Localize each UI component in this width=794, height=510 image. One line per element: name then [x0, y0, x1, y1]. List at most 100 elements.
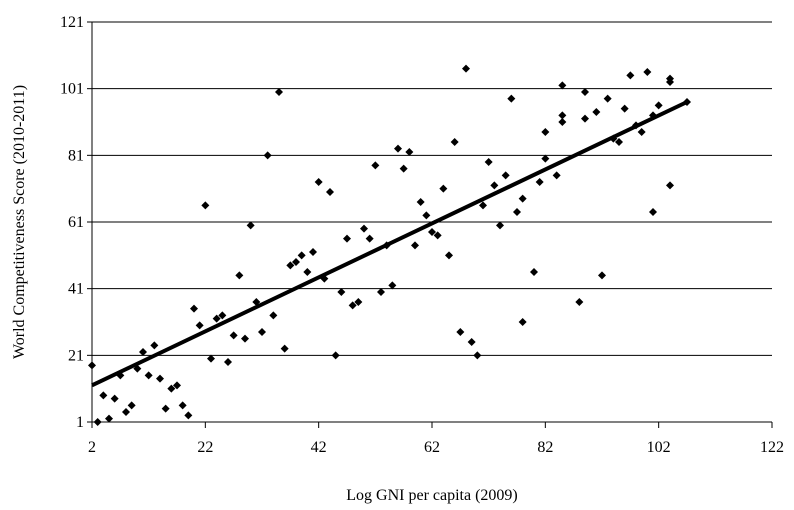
data-point — [422, 211, 431, 220]
data-point — [360, 224, 368, 233]
data-point — [428, 228, 436, 236]
data-point — [190, 304, 198, 313]
data-point — [377, 288, 385, 296]
data-point — [184, 411, 193, 420]
data-point — [581, 114, 589, 123]
data-point — [467, 338, 476, 346]
data-point — [575, 298, 584, 306]
data-point — [450, 138, 459, 146]
x-tick-label: 2 — [88, 439, 96, 456]
data-point — [156, 374, 164, 383]
data-point — [598, 271, 606, 280]
data-point — [275, 88, 283, 96]
data-point — [127, 401, 136, 410]
data-point — [224, 358, 232, 366]
y-tick-label: 1 — [76, 414, 84, 431]
data-point — [269, 311, 278, 320]
y-tick-label: 121 — [60, 14, 84, 31]
x-axis-label: Log GNI per capita (2009) — [346, 487, 518, 504]
data-point — [105, 414, 113, 423]
data-point — [603, 94, 612, 103]
data-point — [490, 181, 499, 190]
data-point — [303, 268, 312, 276]
data-point — [620, 104, 629, 113]
data-point — [93, 418, 102, 426]
data-point — [178, 401, 187, 410]
data-point — [173, 381, 181, 390]
data-point — [439, 184, 448, 193]
data-point — [592, 108, 601, 116]
x-tick-label: 82 — [537, 439, 553, 456]
data-point — [558, 118, 567, 126]
data-point — [314, 178, 323, 186]
data-point — [513, 208, 521, 216]
data-point — [535, 178, 544, 186]
data-point — [518, 194, 527, 203]
y-axis-label: World Competitiveness Score (2010-2011) — [11, 85, 28, 359]
data-point — [541, 128, 550, 136]
data-point — [615, 138, 623, 146]
data-point — [626, 71, 635, 80]
data-point — [331, 351, 340, 360]
data-point — [150, 341, 159, 350]
data-point — [541, 154, 550, 163]
data-point — [484, 158, 493, 166]
data-point — [144, 371, 153, 380]
data-point — [433, 231, 442, 240]
data-point — [337, 288, 346, 296]
y-tick-label: 61 — [68, 214, 84, 231]
data-point — [479, 201, 487, 210]
data-point — [286, 261, 295, 270]
data-point — [518, 318, 527, 326]
y-tick-label: 41 — [68, 281, 84, 298]
data-point — [405, 148, 414, 156]
data-point — [309, 248, 317, 256]
data-point — [263, 151, 272, 160]
data-point — [462, 64, 470, 73]
data-point — [501, 171, 510, 180]
data-point — [235, 271, 244, 280]
data-point — [348, 301, 357, 310]
y-tick-label: 81 — [68, 147, 84, 164]
data-point — [416, 198, 425, 206]
data-point — [354, 298, 363, 306]
trend-line — [91, 100, 688, 388]
x-tick-label: 62 — [424, 439, 440, 456]
data-point — [229, 331, 238, 340]
data-point — [201, 201, 210, 210]
data-point — [530, 268, 538, 276]
data-point — [649, 208, 657, 216]
data-point — [654, 101, 663, 110]
data-point — [552, 171, 561, 180]
data-point — [280, 344, 289, 353]
data-point — [88, 361, 96, 370]
data-point — [326, 188, 334, 196]
data-point — [292, 258, 300, 266]
data-point — [195, 321, 204, 330]
data-point — [371, 161, 380, 170]
data-point — [297, 251, 306, 260]
data-point — [558, 81, 567, 90]
data-point — [99, 391, 108, 400]
data-point — [218, 311, 227, 320]
data-point — [581, 88, 589, 96]
x-tick-label: 122 — [760, 439, 784, 456]
data-point — [399, 164, 408, 173]
data-point — [212, 314, 221, 323]
data-point — [110, 394, 119, 403]
data-point — [122, 408, 130, 416]
data-point — [167, 384, 176, 393]
data-point — [258, 328, 266, 336]
data-point — [558, 111, 567, 120]
data-point — [507, 94, 516, 103]
data-point — [411, 241, 419, 250]
y-tick-label: 101 — [60, 81, 84, 98]
x-tick-label: 102 — [647, 439, 671, 456]
y-tick-label: 21 — [68, 347, 84, 364]
data-points — [88, 64, 691, 426]
data-point — [473, 351, 482, 360]
data-point — [246, 221, 255, 230]
